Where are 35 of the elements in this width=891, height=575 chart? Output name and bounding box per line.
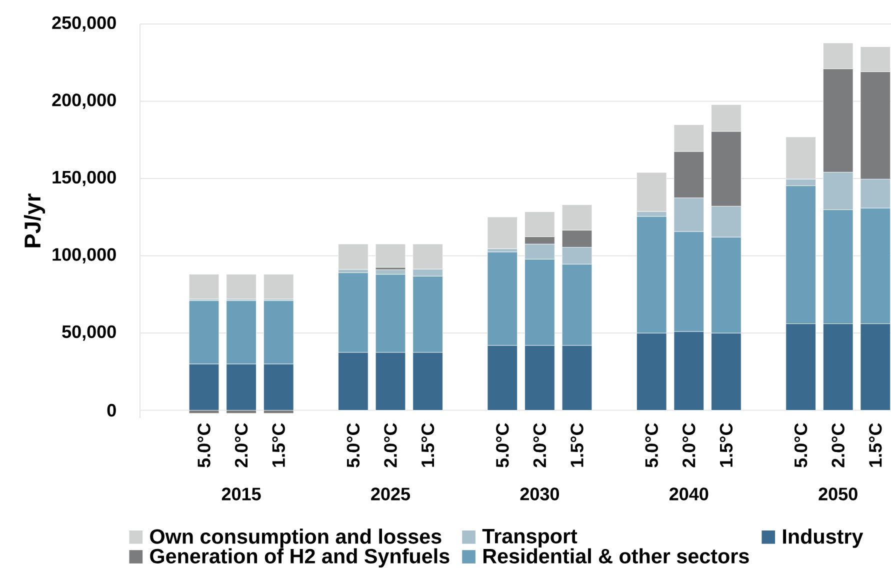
x-tick-label: 2.0°C <box>682 423 696 468</box>
x-tick-label: 2.0°C <box>384 423 397 468</box>
x-tick-label: 1.5°C <box>272 423 285 467</box>
y-tick-label: 250,000 <box>52 16 116 32</box>
legend-label: Own consumption and losses <box>150 528 442 548</box>
y-tick-label: 50,000 <box>62 325 116 341</box>
x-tick-label: 1.5°C <box>720 423 733 467</box>
x-tick-label: 1.5°C <box>570 423 584 467</box>
text: 2030 <box>520 488 559 500</box>
y-tick-label: 200,000 <box>52 94 116 109</box>
text: 2050 <box>818 488 858 500</box>
text: 2040 <box>670 488 708 500</box>
x-tick-label: 5.0°C <box>496 423 509 468</box>
y-tick-label: 100,000 <box>52 248 116 264</box>
legend-label: Industry <box>783 528 864 548</box>
legend-label: Generation of H2 and Synfuels <box>150 548 450 568</box>
y-tick-label: 0 <box>107 404 116 417</box>
bar <box>487 216 518 249</box>
x-tick-label: 2.0°C <box>832 423 844 468</box>
x-tick-label: 5.0°C <box>198 423 210 468</box>
x-tick-label: 1.5°C <box>421 423 434 467</box>
bar <box>375 244 406 268</box>
y-tick-label: 150,000 <box>52 170 116 186</box>
legend-label: Transport <box>482 529 578 548</box>
text: 2025 <box>371 488 410 500</box>
x-tick-label: 2.0°C <box>234 423 248 468</box>
x-tick-label: 1.5°C <box>869 423 882 467</box>
x-tick-label: 5.0°C <box>346 423 360 468</box>
x-tick-label: 2.0°C <box>533 423 546 468</box>
y-axis-title: PJ/yr <box>24 194 46 248</box>
bar <box>338 244 368 270</box>
x-tick-label: 5.0°C <box>794 423 808 468</box>
text: 2015 <box>222 488 261 500</box>
legend-label: Residential & other sectors <box>483 548 749 564</box>
x-tick-label: 5.0°C <box>645 423 658 468</box>
